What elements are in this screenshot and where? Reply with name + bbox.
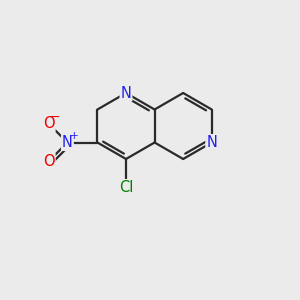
- Text: N: N: [121, 85, 131, 100]
- Text: −: −: [50, 111, 61, 124]
- Text: N: N: [62, 135, 73, 150]
- Text: O: O: [43, 154, 55, 169]
- Text: +: +: [70, 131, 78, 141]
- Text: Cl: Cl: [119, 180, 133, 195]
- Text: O: O: [43, 116, 55, 131]
- Text: N: N: [206, 135, 217, 150]
